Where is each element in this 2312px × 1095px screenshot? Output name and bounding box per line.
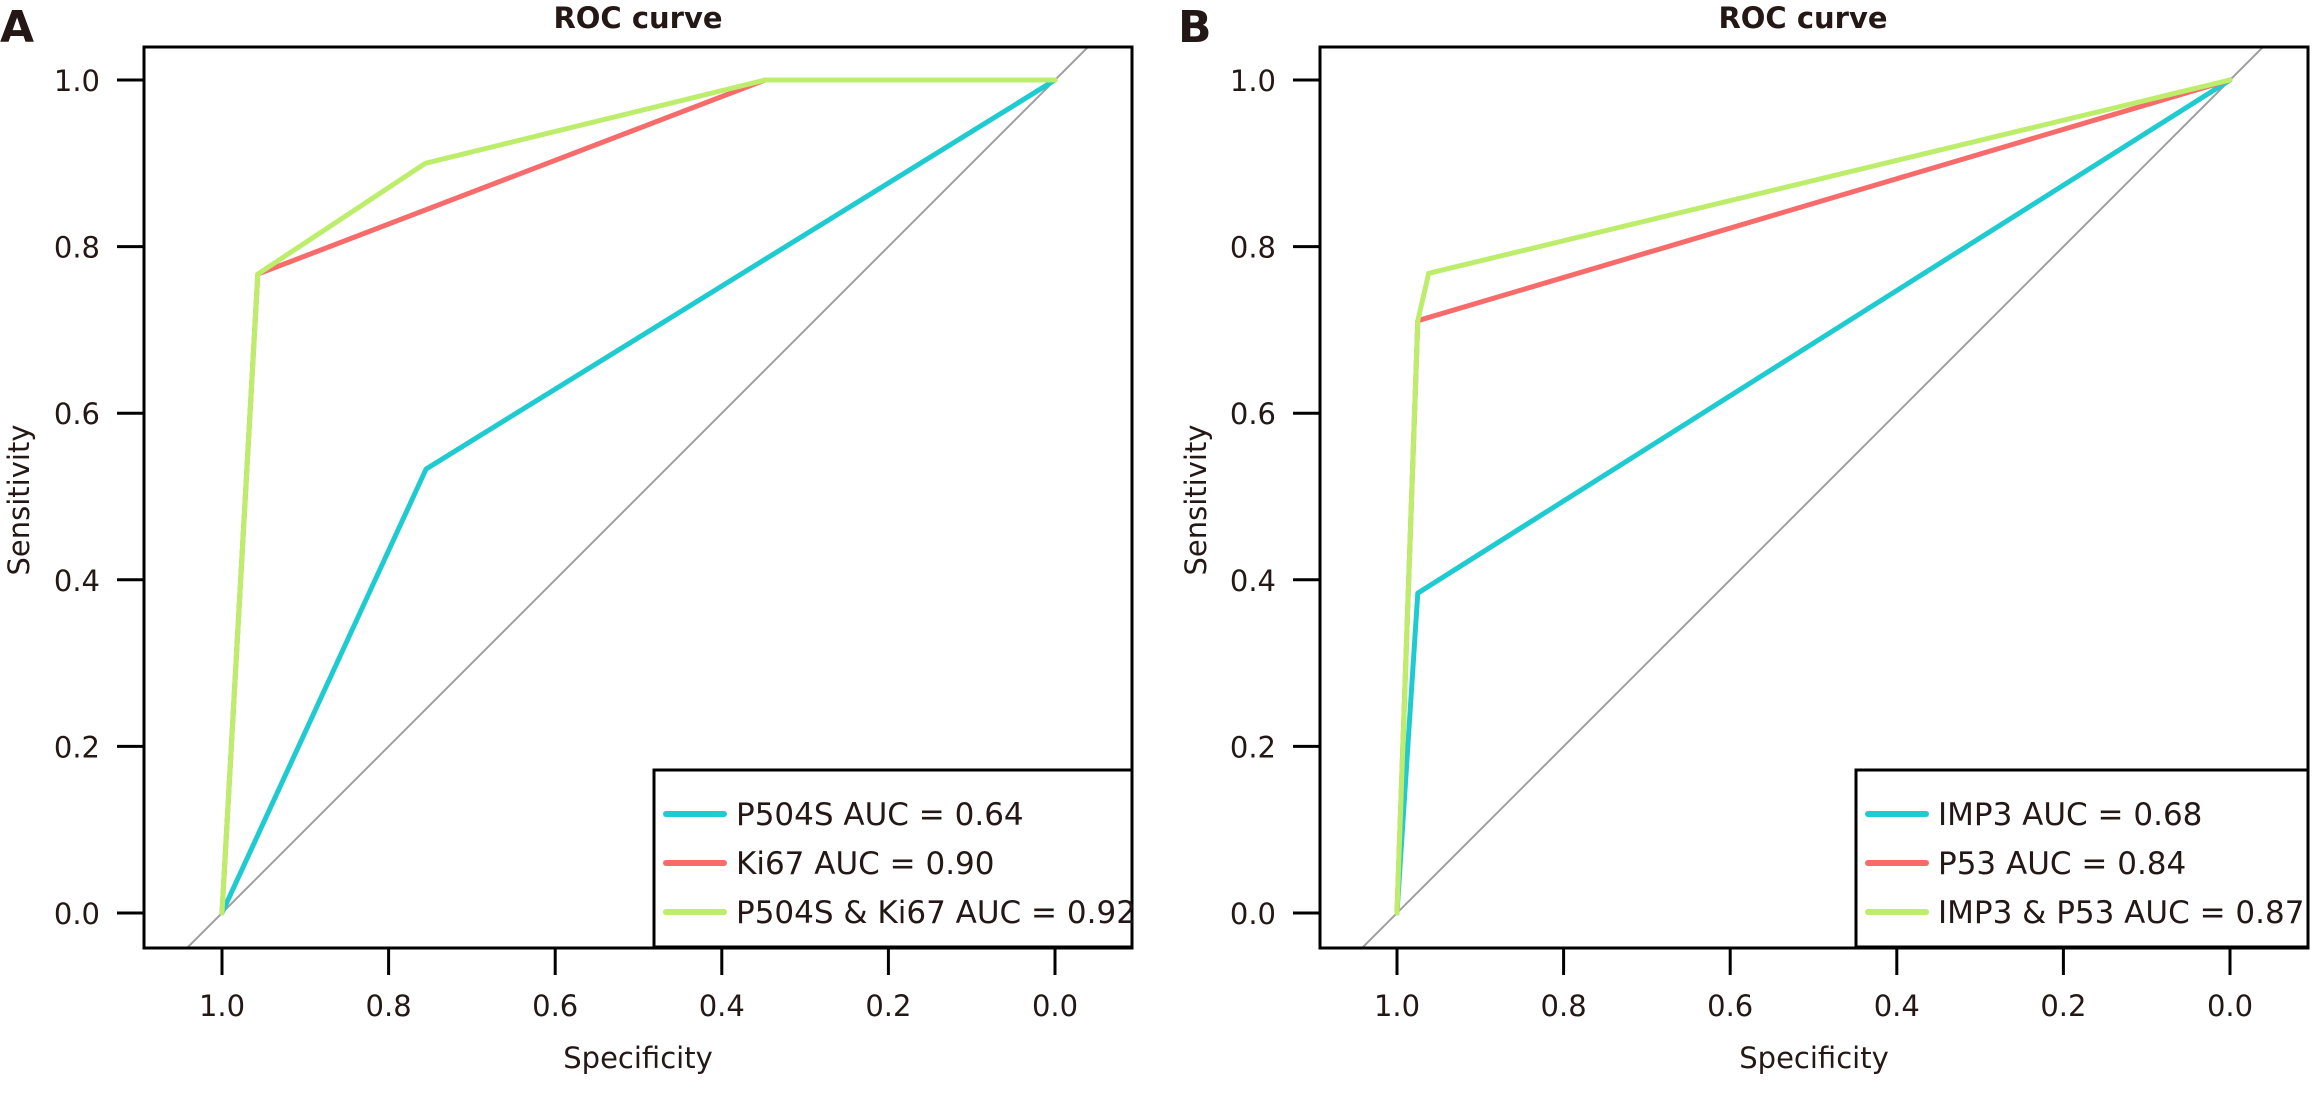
- chart-title: ROC curve: [1718, 1, 1887, 35]
- y-tick-label: 0.6: [54, 397, 100, 431]
- roc-series-line-1: [219, 77, 1058, 916]
- reference-diagonal: [1361, 47, 2264, 948]
- y-axis-label: Sensitivity: [2, 425, 36, 576]
- legend-label: P504S & Ki67 AUC = 0.92: [736, 895, 1136, 931]
- legend: P504S AUC = 0.64 Ki67 AUC = 0.90 P504S & K…: [652, 768, 1136, 949]
- x-axis-label: Specificity: [563, 1041, 712, 1075]
- legend: IMP3 AUC = 0.68 P53 AUC = 0.84 IMP3 & P53 …: [1854, 768, 2310, 949]
- x-tick-label: 0.6: [532, 989, 578, 1023]
- legend-item: P504S & Ki67 AUC = 0.92: [663, 895, 1136, 931]
- x-tick-label: 0.2: [2040, 989, 2086, 1023]
- y-tick-label: 0.4: [1230, 564, 1276, 598]
- legend-item: P53 AUC = 0.84: [1865, 846, 2186, 882]
- y-tick-label: 0.0: [54, 897, 100, 931]
- plot-area: 0.0 0.2 0.4 0.6 0.8 1.0 1.0 0.8 0.6 0.4 0.2 0.0 P504…: [54, 45, 1136, 1023]
- y-tick-label: 1.0: [1230, 64, 1276, 98]
- legend-item: Ki67 AUC = 0.90: [663, 846, 995, 882]
- legend-item: P504S AUC = 0.64: [663, 797, 1024, 833]
- x-tick-label: 1.0: [1374, 989, 1420, 1023]
- y-tick-label: 0.6: [1230, 397, 1276, 431]
- legend-label: P53 AUC = 0.84: [1938, 846, 2186, 882]
- x-tick-label: 0.6: [1707, 989, 1753, 1023]
- x-tick-label: 0.0: [2207, 989, 2253, 1023]
- plot-area: 0.0 0.2 0.4 0.6 0.8 1.0 1.0 0.8 0.6 0.4 0.2 0.0 IMP3…: [1230, 45, 2310, 1023]
- reference-diagonal: [186, 47, 1089, 948]
- legend-label: Ki67 AUC = 0.90: [736, 846, 995, 882]
- legend-label: IMP3 AUC = 0.68: [1938, 797, 2202, 833]
- x-axis-label: Specificity: [1739, 1041, 1888, 1075]
- y-tick-label: 0.2: [1230, 730, 1276, 764]
- roc-series-line-1: [1394, 77, 2233, 916]
- x-tick-label: 0.4: [699, 989, 745, 1023]
- panel-letter: A: [0, 2, 34, 53]
- legend-box: [1854, 768, 2310, 949]
- x-tick-label: 1.0: [199, 989, 245, 1023]
- y-tick-label: 0.8: [1230, 231, 1276, 265]
- y-tick-label: 0.0: [1230, 897, 1276, 931]
- y-tick-label: 0.8: [54, 231, 100, 265]
- x-tick-label: 0.8: [1541, 989, 1587, 1023]
- x-tick-label: 0.0: [1032, 989, 1078, 1023]
- plot-frame: [1318, 45, 2310, 950]
- chart-title: ROC curve: [553, 1, 722, 35]
- legend-label: P504S AUC = 0.64: [736, 797, 1024, 833]
- x-tick-label: 0.8: [366, 989, 412, 1023]
- plot-frame: [142, 45, 1134, 950]
- legend-label: IMP3 & P53 AUC = 0.87: [1938, 895, 2304, 931]
- panel-a: A ROC curve Specificity Sensitivity 0.00…: [0, 1, 1136, 1075]
- legend-item: IMP3 AUC = 0.68: [1865, 797, 2202, 833]
- roc-series-line-3: [1394, 77, 2233, 916]
- y-axis-label: Sensitivity: [1179, 425, 1213, 576]
- y-tick-label: 0.4: [54, 564, 100, 598]
- legend-box: [652, 768, 1134, 949]
- roc-series-line-3: [219, 77, 1058, 916]
- x-tick-label: 0.2: [865, 989, 911, 1023]
- legend-item: IMP3 & P53 AUC = 0.87: [1865, 895, 2304, 931]
- panel-letter: B: [1178, 2, 1212, 53]
- y-tick-label: 1.0: [54, 64, 100, 98]
- panel-b: B ROC curve Specificity Sensitivity 0.00…: [1178, 1, 2310, 1075]
- x-tick-label: 0.4: [1874, 989, 1920, 1023]
- y-tick-label: 0.2: [54, 730, 100, 764]
